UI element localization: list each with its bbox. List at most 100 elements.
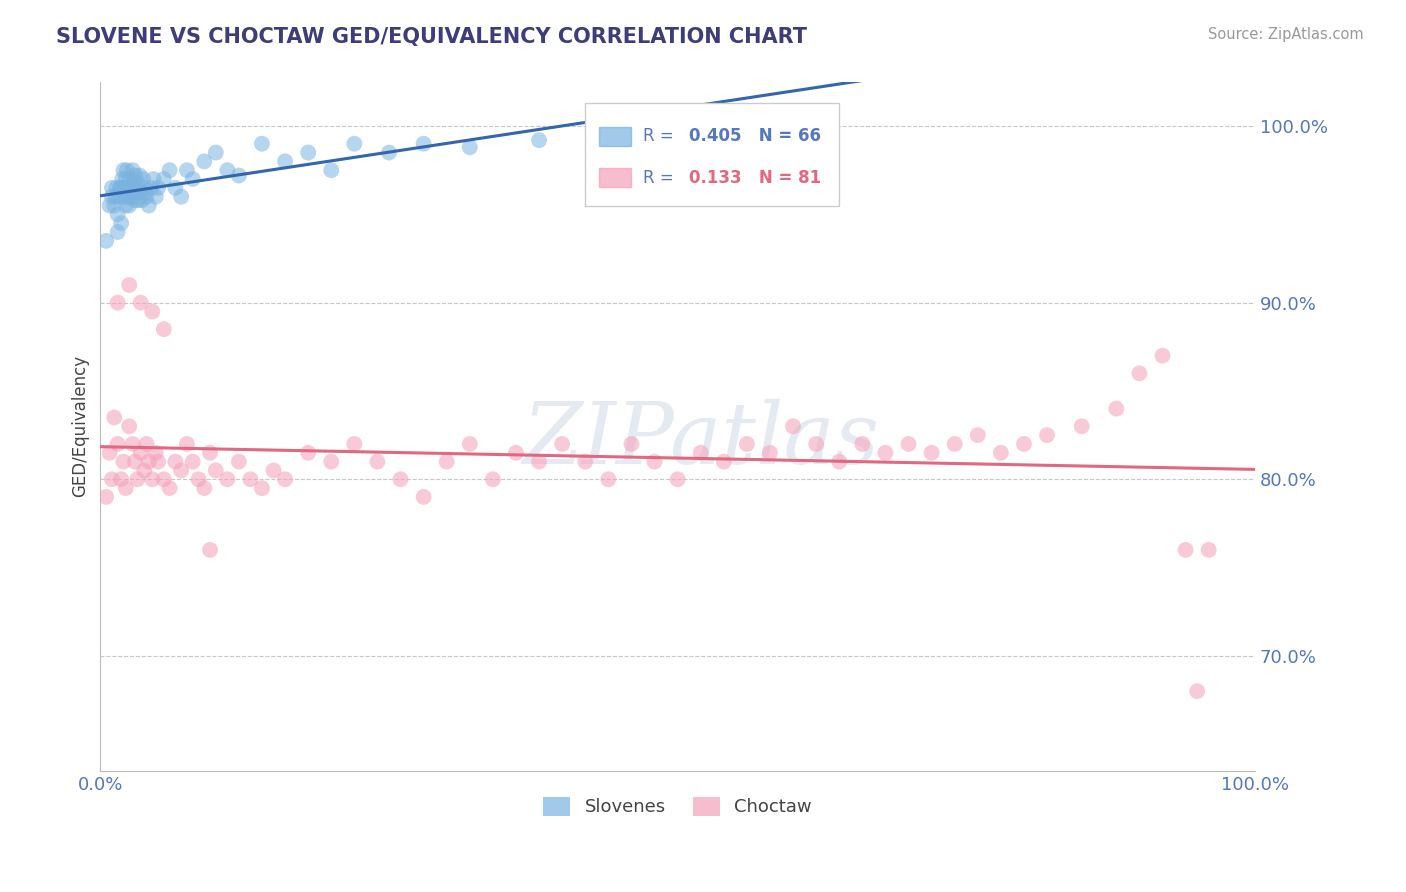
Point [193,154,215,169]
Point [153,322,176,336]
Point [124,455,146,469]
Point [343,136,366,151]
Point [134,463,156,477]
Point [181,455,204,469]
Point [114,172,136,186]
Point [145,190,167,204]
Point [127,193,149,207]
Point [297,446,319,460]
Point [204,145,226,160]
Point [176,437,198,451]
Point [125,185,148,199]
Point [321,455,343,469]
Point [153,472,176,486]
Point [1152,349,1174,363]
Text: 0.405   N = 66: 0.405 N = 66 [689,128,821,145]
Point [378,145,401,160]
Point [644,455,666,469]
Point [107,295,129,310]
Point [527,133,550,147]
Point [990,446,1012,460]
Point [505,446,527,460]
Point [574,455,596,469]
Point [527,455,550,469]
Point [735,437,758,451]
Point [159,481,181,495]
Point [121,181,143,195]
Point [101,190,124,204]
Point [107,207,129,221]
Point [165,455,187,469]
Point [120,172,142,186]
Text: SLOVENE VS CHOCTAW GED/EQUIVALENCY CORRELATION CHART: SLOVENE VS CHOCTAW GED/EQUIVALENCY CORRE… [56,27,807,46]
Bar [599,127,631,146]
Point [609,128,631,142]
Point [875,446,897,460]
Point [141,304,163,318]
Point [124,193,146,207]
Point [132,172,155,186]
Point [118,198,141,212]
Point [389,472,412,486]
Point [193,481,215,495]
FancyBboxPatch shape [585,103,839,206]
Point [134,186,156,201]
Point [620,437,643,451]
Point [104,190,127,204]
Point [112,455,135,469]
Point [108,190,131,204]
Point [297,145,319,160]
Point [851,437,873,451]
Point [1070,419,1092,434]
Point [105,181,128,195]
Point [117,181,139,195]
Point [343,437,366,451]
Point [146,181,169,195]
Point [170,190,193,204]
Point [111,172,134,186]
Point [804,437,827,451]
Point [250,481,273,495]
Point [1128,367,1150,381]
Point [98,446,121,460]
Text: ZIPatlas: ZIPatlas [522,399,879,482]
Legend: Slovenes, Choctaw: Slovenes, Choctaw [536,789,820,823]
Point [1198,543,1220,558]
Point [146,455,169,469]
Point [129,446,152,460]
Point [274,154,297,169]
Bar [599,168,631,187]
Point [118,419,141,434]
Point [129,185,152,199]
Point [115,190,138,204]
Text: 0.133   N = 81: 0.133 N = 81 [689,169,821,186]
Point [187,472,209,486]
Point [217,163,239,178]
Point [713,455,735,469]
Point [458,140,481,154]
Point [124,169,146,183]
Point [103,410,125,425]
Point [436,455,458,469]
Point [263,463,285,477]
Text: R =: R = [643,128,679,145]
Point [110,472,132,486]
Point [274,472,297,486]
Point [131,193,153,207]
Point [366,455,388,469]
Point [129,295,152,310]
Point [118,190,141,204]
Point [598,472,620,486]
Point [115,163,138,178]
Point [101,181,124,195]
Point [165,181,187,195]
Point [134,181,156,195]
Point [98,198,121,212]
Point [122,176,145,190]
Point [142,172,165,186]
Point [127,472,149,486]
Point [103,198,125,212]
Point [141,472,163,486]
Point [110,181,132,195]
Point [551,437,574,451]
